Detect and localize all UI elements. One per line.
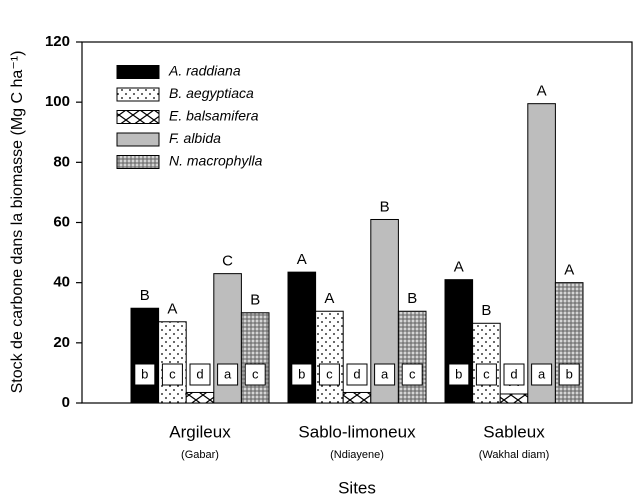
site-letter: d [196, 366, 203, 381]
legend-swatch [116, 132, 160, 147]
site-letter: c [169, 366, 176, 381]
x-tick-label: Sableux [483, 422, 545, 441]
bar [527, 103, 556, 404]
legend-label: A. raddiana [168, 63, 241, 79]
bar [472, 322, 501, 404]
site-letter: b [141, 366, 148, 381]
y-tick-label: 40 [53, 274, 70, 291]
bar-letter: A [537, 83, 547, 100]
bar [315, 310, 344, 404]
site-letter: c [483, 366, 490, 381]
site-letter: c [326, 366, 333, 381]
site-letter-box [448, 363, 470, 386]
site-letter-box [217, 363, 239, 386]
legend-label: B. aegyptiaca [169, 85, 254, 101]
bar-letter: B [481, 302, 491, 319]
bar-letter: C [222, 253, 233, 270]
legend-swatch [116, 65, 160, 79]
legend-swatch [116, 87, 160, 102]
legend-label: F. albida [169, 130, 221, 146]
site-letter-box [401, 363, 423, 386]
site-letter-box [531, 363, 553, 386]
bar-letter: A [454, 259, 464, 276]
y-tick-label: 120 [45, 33, 70, 50]
bar-letter: A [324, 290, 334, 307]
x-tick-sublabel: (Wakhal diam) [479, 449, 550, 461]
legend-label: E. balsamifera [169, 108, 259, 124]
site-letter: b [566, 366, 573, 381]
site-letter-box [346, 363, 368, 386]
site-letter: a [381, 366, 389, 381]
bar-letter: B [407, 290, 417, 307]
bar-letter: B [140, 287, 150, 304]
legend-label: N. macrophylla [169, 153, 263, 169]
y-tick-label: 0 [62, 394, 70, 411]
site-letter: c [252, 366, 259, 381]
site-letter: c [409, 366, 416, 381]
site-letter-box [189, 363, 211, 386]
site-letter-box [291, 363, 313, 386]
y-tick-label: 20 [53, 334, 70, 351]
x-tick-label: Argileux [169, 422, 231, 441]
site-letter-box [374, 363, 396, 386]
site-letter-box [318, 363, 340, 386]
bar [342, 391, 372, 404]
legend-swatch [116, 155, 160, 169]
x-tick-label: Sablo-limoneux [298, 422, 416, 441]
legend-swatch [116, 110, 160, 124]
site-letter: d [510, 366, 517, 381]
y-tick-label: 100 [45, 93, 70, 110]
x-tick-sublabel: (Gabar) [181, 449, 219, 461]
site-letter-box [134, 363, 156, 386]
bar [130, 307, 160, 404]
bar-letter: B [380, 198, 390, 215]
bar-letter: A [564, 262, 574, 279]
site-letter-box [244, 363, 266, 386]
bar [185, 391, 215, 404]
site-letter: a [538, 366, 546, 381]
site-letter: b [455, 366, 462, 381]
x-axis-title: Sites [338, 478, 376, 497]
x-tick-sublabel: (Ndiayene) [330, 449, 384, 461]
y-axis-title: Stock de carbone dans la biomasse (Mg C … [9, 51, 26, 394]
bar-letter: A [167, 301, 177, 318]
bar-letter: B [250, 292, 260, 309]
site-letter: d [353, 366, 360, 381]
y-tick-label: 80 [53, 153, 70, 170]
site-letter: a [224, 366, 232, 381]
bar [397, 310, 427, 404]
site-letter-box [503, 363, 525, 386]
site-letter-box [475, 363, 497, 386]
bar [240, 312, 270, 404]
bar [499, 393, 529, 404]
bar-letter: A [297, 251, 307, 268]
site-letter-box [161, 363, 183, 386]
y-tick-label: 60 [53, 213, 70, 230]
site-letter: b [298, 366, 305, 381]
site-letter-box [558, 363, 580, 386]
bar [158, 321, 187, 404]
